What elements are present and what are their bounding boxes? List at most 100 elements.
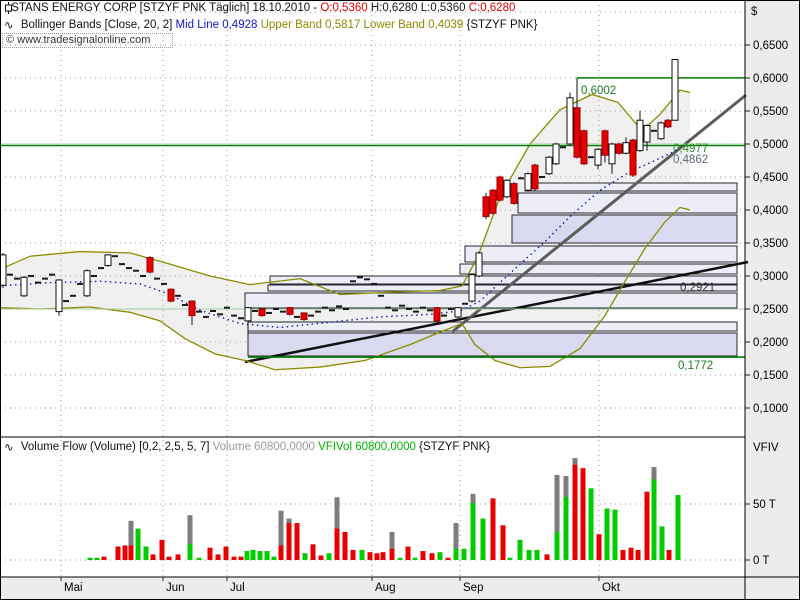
vfi-volume-bar — [87, 557, 93, 560]
vfi-volume-bar — [659, 526, 665, 560]
volume-bar — [128, 520, 134, 560]
candle-body — [244, 307, 252, 322]
candle-body — [468, 274, 476, 302]
doji-dash — [42, 277, 48, 280]
vfi-volume-bar — [223, 546, 229, 560]
price-axis-label: 0,5500 — [753, 106, 788, 118]
doji-dash — [238, 317, 244, 320]
doji-dash — [427, 309, 433, 312]
doji-dash — [98, 267, 104, 270]
doji-dash — [35, 281, 41, 284]
volume-bar — [187, 515, 193, 560]
volume-indicator-name: Volume Flow (Volume) [0,2, 2,5, 5, 7] — [20, 441, 213, 453]
doji-dash — [406, 308, 412, 310]
vfi-volume-bar — [326, 553, 332, 560]
trendline — [244, 260, 749, 364]
consolidation-box — [464, 245, 738, 263]
doji-dash — [133, 269, 139, 272]
vfi-volume-bar — [453, 548, 459, 560]
volume-symbol-suffix: {STZYF PNK} — [419, 441, 491, 453]
vfi-volume-bar — [526, 549, 532, 560]
vfivol-value: VFIVol 60800,0000 — [318, 441, 420, 453]
vfi-volume-bar — [380, 552, 386, 560]
ohlc-value: L:0,5360 — [420, 2, 469, 14]
vfi-volume-bar — [461, 548, 467, 560]
doji-dash — [273, 308, 279, 310]
vfi-volume-bar — [264, 551, 270, 560]
price-axis-label: 0,1500 — [753, 370, 788, 382]
doji-dash — [77, 282, 83, 285]
candle-body — [643, 125, 651, 143]
doji-dash — [119, 263, 125, 266]
month-label: Okt — [602, 582, 621, 594]
vfi-volume-bar — [612, 509, 618, 560]
vfi-volume-bar — [101, 556, 107, 560]
candle-body — [657, 122, 665, 140]
candle-body — [615, 143, 623, 154]
ohlc-values: O:0,5360 H:0,6280 L:0,5360 C:0,6280 — [320, 2, 515, 14]
doji-dash — [420, 306, 426, 309]
price-axis-label: 0,4500 — [753, 172, 788, 184]
candle-body — [482, 196, 490, 218]
vfi-volume-bar — [159, 539, 165, 560]
level-label: 0,1772 — [678, 360, 713, 372]
ohlc-value: C:0,6280 — [468, 2, 516, 14]
vfi-volume-bar — [359, 549, 365, 560]
vfi-volume-bar — [187, 544, 193, 560]
vfi-volume-bar — [644, 491, 650, 560]
candle-body — [636, 119, 644, 152]
doji-dash — [399, 304, 405, 307]
doji-dash — [350, 280, 356, 283]
doji-dash — [539, 176, 545, 178]
doji-dash — [175, 294, 181, 297]
lower-band-value: Lower Band 0,4039 — [363, 19, 467, 31]
vfi-volume-bar — [122, 545, 128, 560]
candle-body — [594, 148, 602, 166]
vfi-volume-bar — [588, 488, 594, 560]
vfi-volume-bar — [554, 532, 560, 560]
level-label: 0,2921 — [680, 282, 715, 294]
doji-dash — [63, 300, 69, 303]
bollinger-lower-band — [0, 206, 691, 371]
vfi-volume-bar — [350, 549, 356, 560]
doji-dash — [196, 310, 202, 313]
vfi-volume-bar — [135, 528, 141, 560]
time-axis-strip — [0, 577, 800, 600]
vfi-volume-bar — [490, 498, 496, 560]
indicator-name: Bollinger Bands [Close, 20, 2] — [20, 19, 176, 31]
vfi-volume-bar — [635, 549, 641, 560]
vfi-volume-bar — [572, 464, 578, 560]
doji-dash — [413, 310, 419, 313]
volume-bar — [389, 532, 395, 560]
doji-dash — [161, 282, 167, 285]
vfi-volume-bar — [544, 554, 550, 560]
candle-body — [608, 143, 616, 165]
doji-dash — [210, 309, 216, 312]
vfi-volume-bar — [310, 544, 316, 560]
wave-indicator-icon: ∿ — [4, 20, 14, 32]
vfi-volume-bar — [374, 553, 380, 560]
watermark[interactable]: © www.tradesignalonline.com — [2, 33, 174, 48]
doji-dash — [91, 275, 97, 277]
candle-body — [188, 300, 196, 317]
vfi-volume-bar — [389, 548, 395, 560]
candle-body — [510, 183, 518, 204]
vfi-volume-bar — [666, 549, 672, 560]
candle-body — [489, 189, 497, 214]
candle-body — [454, 307, 462, 318]
level-label: 0,4862 — [673, 154, 708, 166]
doji-dash — [154, 277, 160, 280]
consolidation-box — [247, 321, 738, 332]
volume-indicator-title-bar: ∿ Volume Flow (Volume) [0,2, 2,5, 5, 7] … — [4, 440, 490, 454]
doji-dash — [343, 308, 349, 310]
ohlc-value: O:0,5360 — [320, 2, 371, 14]
month-label: Sep — [463, 582, 483, 594]
doji-dash — [70, 294, 76, 297]
vfi-volume-bar — [367, 552, 373, 560]
price-axis-strip — [745, 0, 800, 600]
doji-dash — [203, 315, 209, 318]
mid-line-value: Mid Line 0,4928 — [175, 19, 261, 31]
vfi-volume-bar — [150, 554, 156, 560]
candle-body — [622, 142, 630, 154]
